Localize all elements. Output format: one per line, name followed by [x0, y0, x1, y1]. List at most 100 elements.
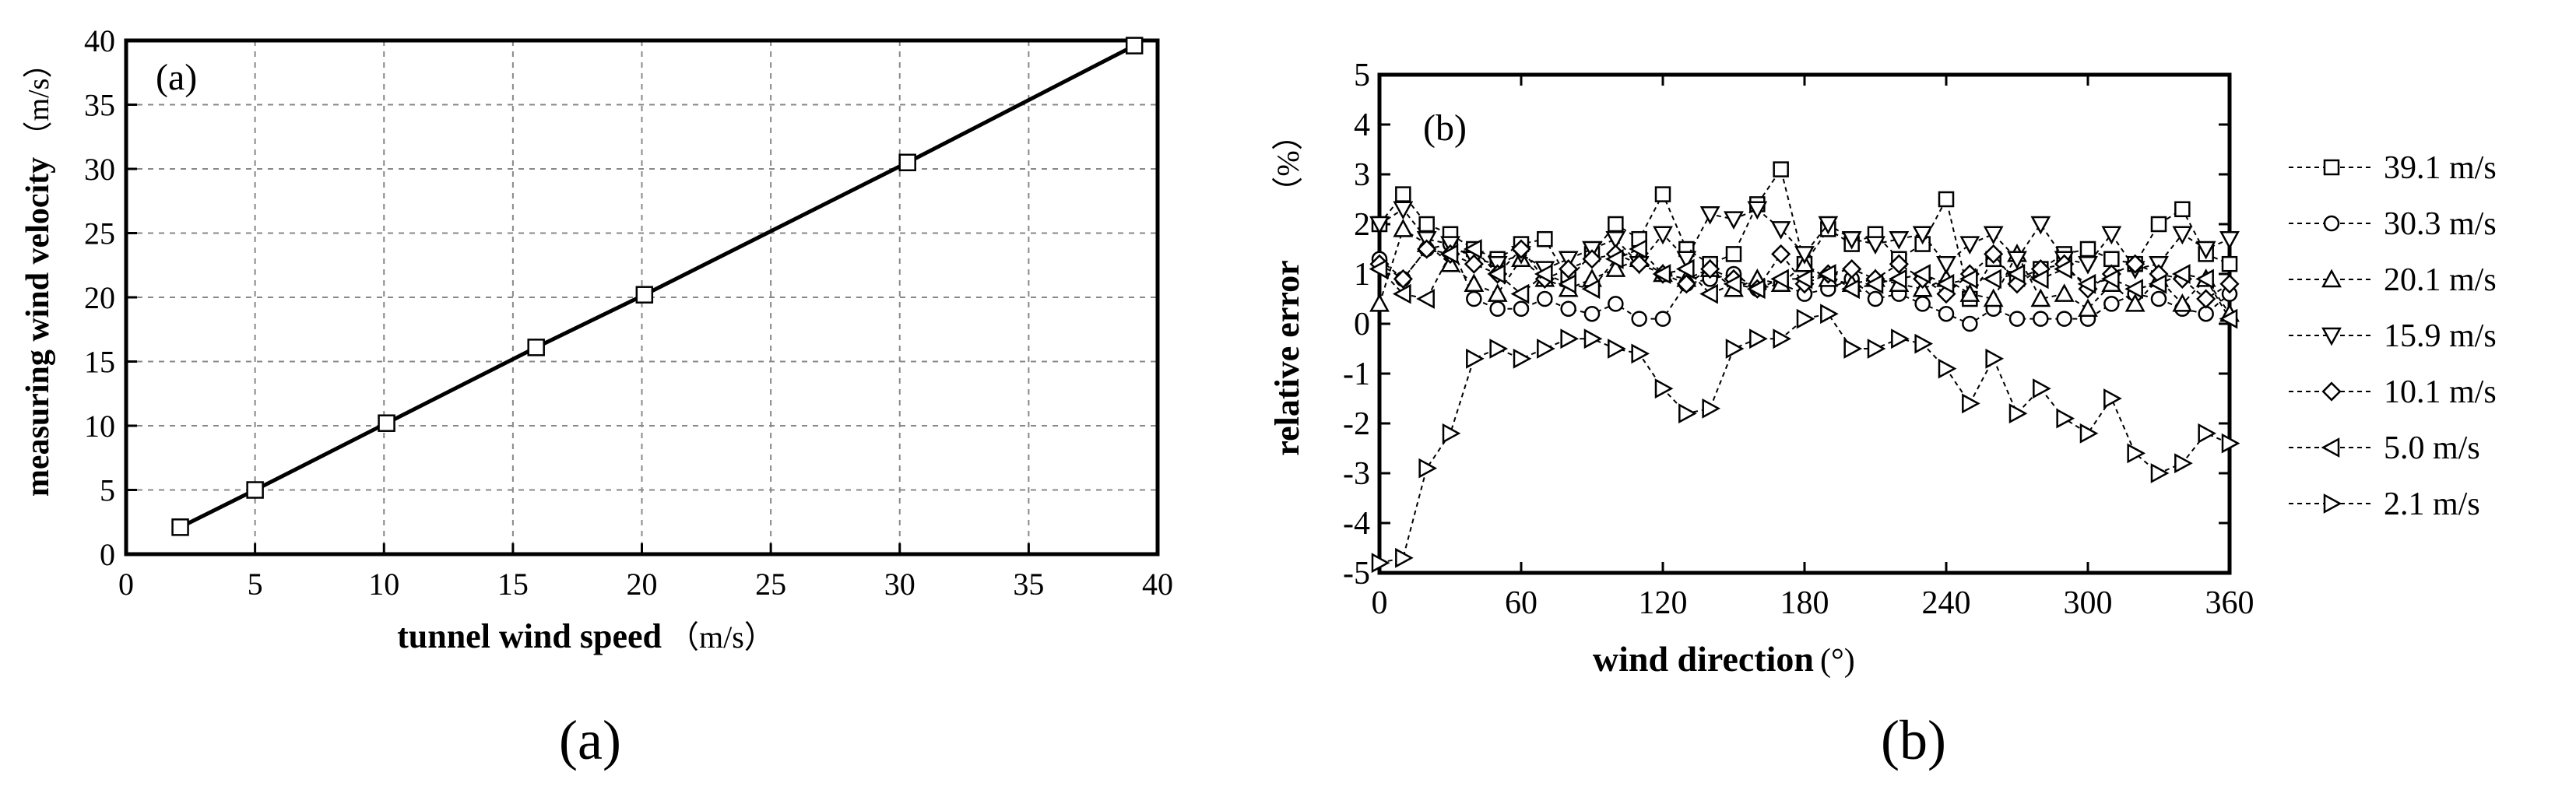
- panel-b-data-point: [1914, 333, 1934, 354]
- panel-a-x-tick-label: 15: [497, 567, 529, 602]
- panel-b-data-point: [1699, 205, 1720, 225]
- panel-b-y-tick-label: 1: [1354, 257, 1370, 293]
- panel-a-x-tick-labels: 0 5 10 15 20 25 30 35 40: [118, 567, 1173, 602]
- panel-b-data-point: [1439, 244, 1459, 265]
- panel-b-data-point: [1794, 269, 1813, 290]
- panel-b-data-point: [2127, 443, 2146, 464]
- panel-a-x-tick-label: 5: [248, 567, 263, 602]
- panel-b-data-point: [1605, 258, 1626, 277]
- panel-b-data-point: [1867, 290, 1884, 307]
- panel-b-data-point: [2221, 433, 2240, 454]
- panel-b-data-point: [1817, 264, 1836, 284]
- panel-b-data-point: [1700, 259, 1720, 279]
- panel-b-data-point: [2171, 264, 2191, 284]
- panel-b-data-point: [1629, 254, 1650, 274]
- panel-b-data-point: [2195, 269, 2214, 290]
- panel-b-data-point: [1534, 264, 1553, 284]
- panel-b-data-point: [1537, 339, 1555, 359]
- legend-marker: [2321, 327, 2342, 346]
- panel-b-data-point: [1796, 308, 1815, 329]
- panel-a-y-tick-label: 15: [84, 345, 115, 380]
- panel-b-data-point: [2174, 201, 2191, 218]
- panel-a-data-point: [246, 481, 264, 499]
- panel-b-data-point: [2078, 298, 2098, 318]
- panel-b-data-point: [2195, 241, 2216, 260]
- panel-b-x-tick-label: 60: [1505, 585, 1538, 621]
- panel-a-y-tick-label: 0: [100, 537, 115, 572]
- panel-b-data-point: [2198, 305, 2214, 322]
- panel-b-y-tick-label: 4: [1354, 107, 1370, 143]
- panel-b-data-point: [1417, 239, 1437, 259]
- panel-b-data-point: [1984, 244, 2004, 264]
- panel-b-data-point: [1773, 328, 1792, 349]
- panel-b-x-axis-unit: (°): [1820, 643, 1855, 679]
- panel-a-x-tick-label: 0: [118, 567, 134, 602]
- legend-label: 15.9 m/s: [2384, 318, 2497, 354]
- panel-b-y-tick-label: -1: [1343, 356, 1370, 392]
- panel-b-y-tick-label: -5: [1343, 556, 1370, 592]
- panel-b-data-point: [1773, 161, 1789, 177]
- panel-b-data-point: [1889, 230, 1910, 250]
- panel-b-data-point: [1938, 305, 1955, 322]
- panel-b-data-point: [2103, 251, 2120, 268]
- panel-b-data-point: [1938, 191, 1955, 208]
- panel-b-data-point: [1678, 403, 1697, 424]
- panel-b-data-point: [1936, 255, 1956, 275]
- panel-a-x-tick-label: 10: [368, 567, 399, 602]
- panel-a-x-tick-label: 20: [627, 567, 658, 602]
- panel-b-data-point: [1463, 239, 1482, 259]
- panel-b-data-point: [2079, 423, 2099, 444]
- panel-b-data-point: [1864, 273, 1884, 294]
- panel-b-data-point: [2196, 289, 2216, 309]
- panel-b-y-axis-unit: （%）: [1270, 119, 1306, 207]
- panel-b-data-point: [1724, 211, 1744, 230]
- panel-b-data-point: [1654, 378, 1674, 399]
- legend-marker: [2323, 159, 2340, 176]
- panel-a-data-point: [527, 339, 545, 356]
- panel-b-x-tick-label: 240: [1922, 585, 1971, 621]
- panel-b-y-axis-label: relative error: [1268, 260, 1306, 455]
- panel-b-data-point: [1537, 290, 1553, 307]
- panel-b-data-point: [1842, 259, 1862, 279]
- panel-b-data-point: [1818, 216, 1839, 235]
- panel-b-data-point: [2150, 463, 2170, 483]
- panel-b-data-point: [1747, 201, 1768, 220]
- panel-b-data-point: [1867, 339, 1886, 359]
- legend-item: 39.1 m/s: [2289, 150, 2497, 186]
- legend-label: 5.0 m/s: [2384, 430, 2480, 466]
- panel-b-data-point: [1912, 226, 1933, 245]
- panel-b-x-tick-label: 360: [2205, 585, 2254, 621]
- panel-a-y-tick-labels: 0 5 10 15 20 25 30 35 40: [84, 23, 115, 572]
- panel-b-data-point: [2221, 255, 2238, 272]
- panel-b-data-point: [1466, 290, 1482, 307]
- panel-b-data-point: [2219, 308, 2238, 329]
- panel-b-y-tick-label: 3: [1354, 157, 1370, 193]
- panel-b-data-point: [1464, 273, 1485, 293]
- panel-b-data-point: [1393, 218, 1414, 237]
- panel-b-data-point: [1393, 269, 1413, 289]
- panel-b-data-point: [2056, 311, 2072, 327]
- panel-b-x-axis-label: wind direction: [1593, 639, 1814, 679]
- panel-b-data-point: [1912, 264, 1931, 284]
- panel-b-data-point: [1369, 293, 1390, 312]
- panel-b-data-point: [1537, 230, 1553, 248]
- panel-b-data-point: [1395, 186, 1411, 202]
- panel-b-data-point: [1699, 283, 1718, 304]
- panel-b-data-point: [1559, 259, 1579, 279]
- panel-b-x-tick-label: 0: [1372, 585, 1388, 621]
- panel-b-data-point: [1891, 328, 1910, 349]
- panel-b-data-point: [1631, 311, 1647, 327]
- panel-b-data-point: [2101, 226, 2122, 245]
- panel-b-data-point: [1510, 283, 1530, 304]
- panel-b-data-point: [2054, 283, 2075, 302]
- panel-b-data-point: [2172, 293, 2193, 312]
- panel-b-data-point: [1608, 339, 1626, 359]
- panel-b-data-point: [1676, 251, 1697, 270]
- panel-b-data-point: [1560, 300, 1576, 318]
- panel-a-y-tick-label: 25: [84, 216, 115, 251]
- panel-b-data-point: [1489, 339, 1509, 359]
- panel-b-data-point: [1983, 288, 2004, 307]
- legend-item: 5.0 m/s: [2289, 430, 2480, 466]
- panel-b-legend: 39.1 m/s 30.3 m/s 20.1 m/s 15.9 m/s 10.1 m/s…: [2289, 150, 2497, 522]
